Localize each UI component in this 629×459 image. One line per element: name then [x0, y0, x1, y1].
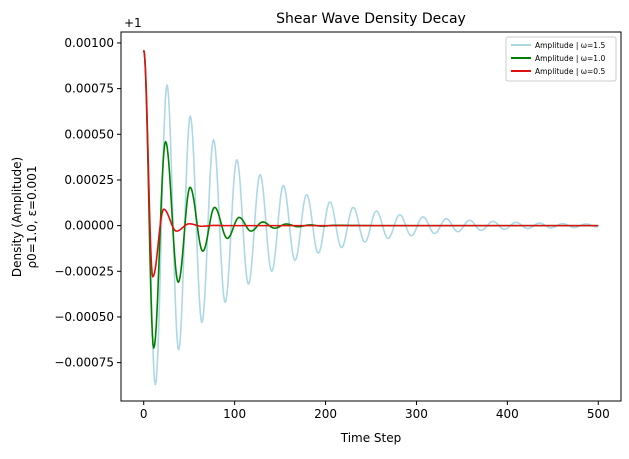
y-axis-label-line-2: ρ0=1.0, ε=0.001: [25, 166, 39, 269]
x-tick-label: 500: [587, 407, 610, 421]
y-tick-label: 0.00050: [64, 127, 114, 141]
legend-entry: Amplitude | ω=1.0: [535, 54, 605, 63]
y-tick-label: −0.00075: [54, 356, 114, 370]
legend: Amplitude | ω=1.5 Amplitude | ω=1.0 Amplit…: [505, 36, 617, 82]
y-tick-label: 0.00000: [64, 219, 114, 233]
series-line-1: [142, 50, 598, 386]
x-tick-label: 400: [496, 407, 519, 421]
y-tick-label: 0.00100: [64, 36, 114, 50]
y-axis-label-line-1: Density (Amplitude): [10, 157, 24, 277]
legend-entry: Amplitude | ω=0.5: [535, 67, 605, 76]
series-line-3: [142, 50, 599, 278]
plot-frame: [120, 31, 622, 402]
y-tick-label: −0.00050: [54, 310, 114, 324]
x-tick-label: 0: [140, 407, 148, 421]
x-tick-label: 300: [405, 407, 428, 421]
series-line-2: [142, 50, 599, 349]
x-tick-label: 200: [314, 407, 337, 421]
x-axis-label: Time Step: [340, 431, 402, 445]
plot-area: [142, 50, 599, 386]
y-tick-label: 0.00075: [64, 82, 114, 96]
y-tick-label: −0.00025: [54, 264, 114, 278]
chart-title: Shear Wave Density Decay: [276, 11, 466, 27]
axes: 0 100 200 300 400 500 −0.00075 −0.00050 −0.00025…: [54, 31, 622, 421]
legend-box: [505, 36, 617, 82]
legend-entry: Amplitude | ω=1.5: [535, 41, 605, 50]
series-lines: [142, 50, 599, 386]
y-tick-label: 0.00025: [64, 173, 114, 187]
x-tick-label: 100: [223, 407, 246, 421]
y-axis-offset-label: +1: [124, 16, 142, 30]
